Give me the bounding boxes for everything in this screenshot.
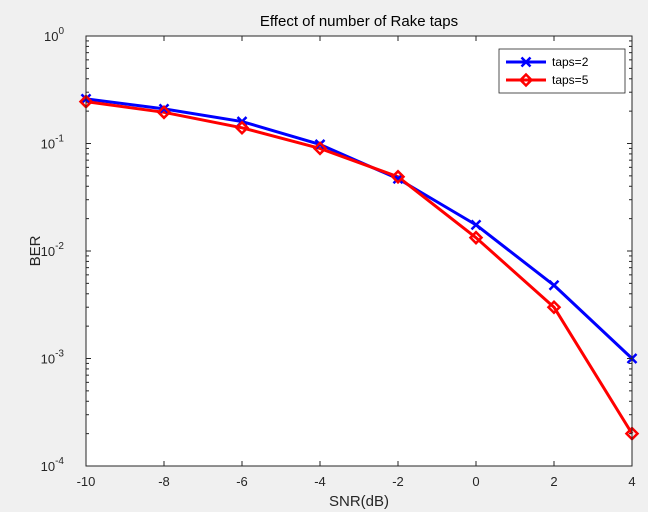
y-tick-base: 10 [41,352,55,367]
legend-entry: taps=2 [552,55,589,69]
data-point [156,105,172,120]
data-point [548,279,560,291]
data-point [390,169,406,185]
data-point [546,299,562,315]
data-point [158,103,170,115]
data-point [468,230,484,245]
legend-box [498,48,626,94]
legend-marker [518,72,534,88]
y-tick-label: 10-2 [41,241,65,259]
legend-marker [520,56,532,68]
series-line-taps=5 [85,100,634,435]
data-point [312,141,328,156]
y-tick-base: 10 [41,459,55,474]
chart-title: Effect of number of Rake taps [260,13,458,30]
y-tick-exponent: -4 [55,456,64,467]
x-tick-label: -4 [314,474,326,489]
x-tick-label: 0 [472,474,479,489]
y-tick-exponent: -2 [55,241,64,252]
x-axis-title: SNR(dB) [329,493,389,510]
y-tick-base: 10 [44,29,58,44]
data-point [470,219,482,231]
x-tick-label: -8 [158,474,170,489]
y-axis-title: BER [27,235,44,266]
y-tick-base: 10 [41,244,55,259]
legend-entry: taps=5 [552,73,589,87]
legend: taps=2 taps=5 [498,48,626,94]
y-tick-exponent: -1 [55,134,64,145]
plot-area [86,36,632,466]
x-tick-label: -10 [77,474,96,489]
x-tick-label: 2 [550,474,557,489]
y-tick-exponent: -3 [55,349,64,360]
series-layer [78,93,640,441]
x-tick-label: 4 [628,474,635,489]
x-tick-label: -2 [392,474,404,489]
y-tick-label: 100 [44,26,64,44]
y-tick-label: 10-1 [41,134,65,152]
y-tick-label: 10-3 [41,349,65,367]
y-tick-base: 10 [41,137,55,152]
x-tick-label: -6 [236,474,248,489]
y-tick-exponent: 0 [58,26,64,37]
y-tick-label: 10-4 [41,456,65,474]
data-point [234,120,250,136]
